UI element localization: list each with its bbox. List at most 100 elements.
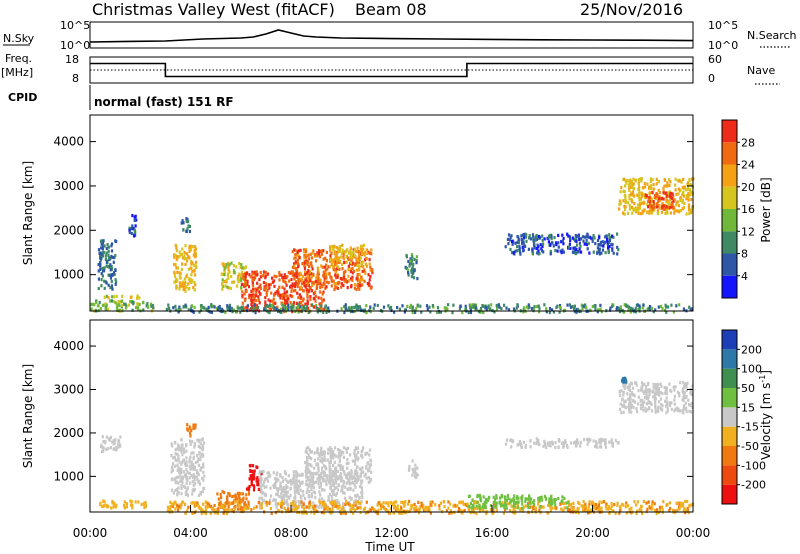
velocity-data-cell-7 (349, 453, 352, 457)
velocity-data-cell-6 (299, 482, 302, 486)
power-data-cell-12 (561, 248, 564, 252)
power-data-cell-7 (283, 287, 286, 291)
power-data-cell-4 (183, 250, 186, 254)
power-data-cell-7 (281, 276, 284, 280)
power-data-cell-4 (174, 263, 177, 267)
velocity-data-cell-7 (317, 479, 320, 483)
power-data-cell-13 (625, 181, 628, 185)
velocity-data-cell-8 (359, 506, 362, 510)
power-data-cell-2 (104, 257, 107, 262)
velocity-data-cell-6 (333, 486, 336, 490)
power-data-cell-10 (372, 306, 375, 310)
power-data-cell-7 (322, 270, 325, 274)
velocity-data-cell-2 (184, 463, 187, 467)
power-data-cell-10 (365, 304, 368, 308)
velocity-data-cell-4 (239, 492, 242, 496)
power-data-cell-0 (129, 300, 132, 304)
velocity-data-cell-8 (173, 502, 176, 506)
power-data-cell-12 (567, 245, 570, 249)
velocity-panel-bg (90, 320, 693, 512)
velocity-data-cell-8 (568, 508, 571, 512)
power-data-cell-8 (351, 278, 354, 282)
velocity-data-cell-12 (623, 386, 626, 390)
velocity-data-cell-6 (309, 474, 312, 478)
power-data-cell-8 (355, 287, 358, 292)
velocity-data-cell-7 (320, 453, 324, 457)
power-data-cell-7 (298, 293, 301, 297)
velocity-data-cell-12 (622, 393, 625, 397)
power-data-cell-7 (299, 300, 302, 304)
velocity-data-cell-8 (636, 500, 639, 504)
power-data-cell-10 (661, 307, 664, 311)
velocity-data-cell-6 (262, 483, 265, 487)
velocity-data-cell-2 (177, 475, 180, 479)
velocity-data-cell-12 (641, 402, 644, 406)
power-data-cell-13 (665, 198, 668, 202)
power-data-cell-13 (639, 212, 643, 216)
velocity-data-cell-9 (504, 496, 507, 500)
velocity-data-cell-8 (356, 500, 359, 504)
velocity-data-cell-6 (295, 486, 298, 490)
velocity-data-cell-9 (528, 498, 531, 502)
velocity-data-cell-7 (307, 468, 310, 472)
velocity-data-cell-12 (656, 388, 660, 392)
velocity-data-cell-11 (504, 442, 508, 446)
velocity-data-cell-8 (404, 500, 407, 504)
velocity-data-cell-6 (282, 494, 285, 498)
power-data-cell-10 (200, 308, 203, 312)
velocity-data-cell-6 (309, 482, 312, 486)
power-data-cell-10 (168, 306, 171, 310)
power-data-cell-8 (320, 264, 323, 268)
power-data-cell-2 (107, 273, 110, 277)
power-data-cell-13 (682, 194, 685, 198)
velocity-data-cell-7 (319, 459, 322, 463)
power-data-cell-8 (297, 261, 300, 265)
power-data-cell-12 (562, 242, 565, 246)
power-data-cell-12 (575, 237, 578, 241)
velocity-data-cell-7 (346, 466, 349, 470)
power-data-cell-8 (324, 268, 327, 272)
power-data-cell-2 (107, 253, 110, 257)
velocity-data-cell-2 (176, 490, 179, 494)
power-data-cell-13 (640, 201, 644, 205)
velocity-data-cell-8 (685, 508, 688, 512)
velocity-data-cell-7 (308, 448, 311, 452)
velocity-data-cell-8 (650, 503, 654, 507)
velocity-data-cell-11 (598, 445, 601, 449)
velocity-data-cell-12 (647, 395, 650, 399)
power-data-cell-4 (190, 248, 193, 252)
velocity-data-cell-6 (293, 479, 296, 483)
velocity-data-cell-2 (198, 479, 201, 483)
velocity-data-cell-8 (576, 507, 579, 511)
velocity-data-cell-8 (198, 506, 201, 510)
power-data-cell-4 (181, 256, 185, 260)
power-data-cell-8 (366, 282, 369, 286)
nsearch-tick-top: 10^5 (708, 19, 738, 32)
power-data-cell-3 (128, 230, 131, 234)
power-data-cell-4 (175, 246, 178, 250)
velocity-data-cell-2 (172, 456, 175, 460)
velocity-data-cell-6 (277, 478, 280, 482)
velocity-data-cell-0 (111, 501, 114, 505)
power-data-cell-7 (278, 270, 281, 275)
velocity-data-cell-12 (654, 401, 657, 406)
power-data-cell-2 (99, 255, 102, 259)
power-data-cell-7 (251, 283, 255, 288)
velocity-data-cell-11 (546, 441, 550, 445)
power-data-cell-10 (469, 305, 472, 309)
velocity-data-cell-0 (129, 499, 132, 503)
power-data-cell-13 (642, 209, 646, 213)
power-data-cell-4 (184, 289, 187, 293)
velocity-data-cell-8 (234, 500, 237, 504)
power-data-cell-9 (359, 245, 362, 249)
power-data-cell-12 (542, 242, 545, 246)
velocity-data-cell-8 (607, 507, 610, 511)
power-data-cell-13 (677, 192, 680, 196)
power-data-cell-13 (638, 206, 642, 210)
velocity-data-cell-8 (600, 506, 603, 510)
power-data-cell-13 (631, 200, 634, 204)
power-cbar-label: 8 (741, 248, 748, 261)
power-data-cell-4 (181, 262, 184, 266)
velocity-data-cell-8 (502, 511, 506, 515)
